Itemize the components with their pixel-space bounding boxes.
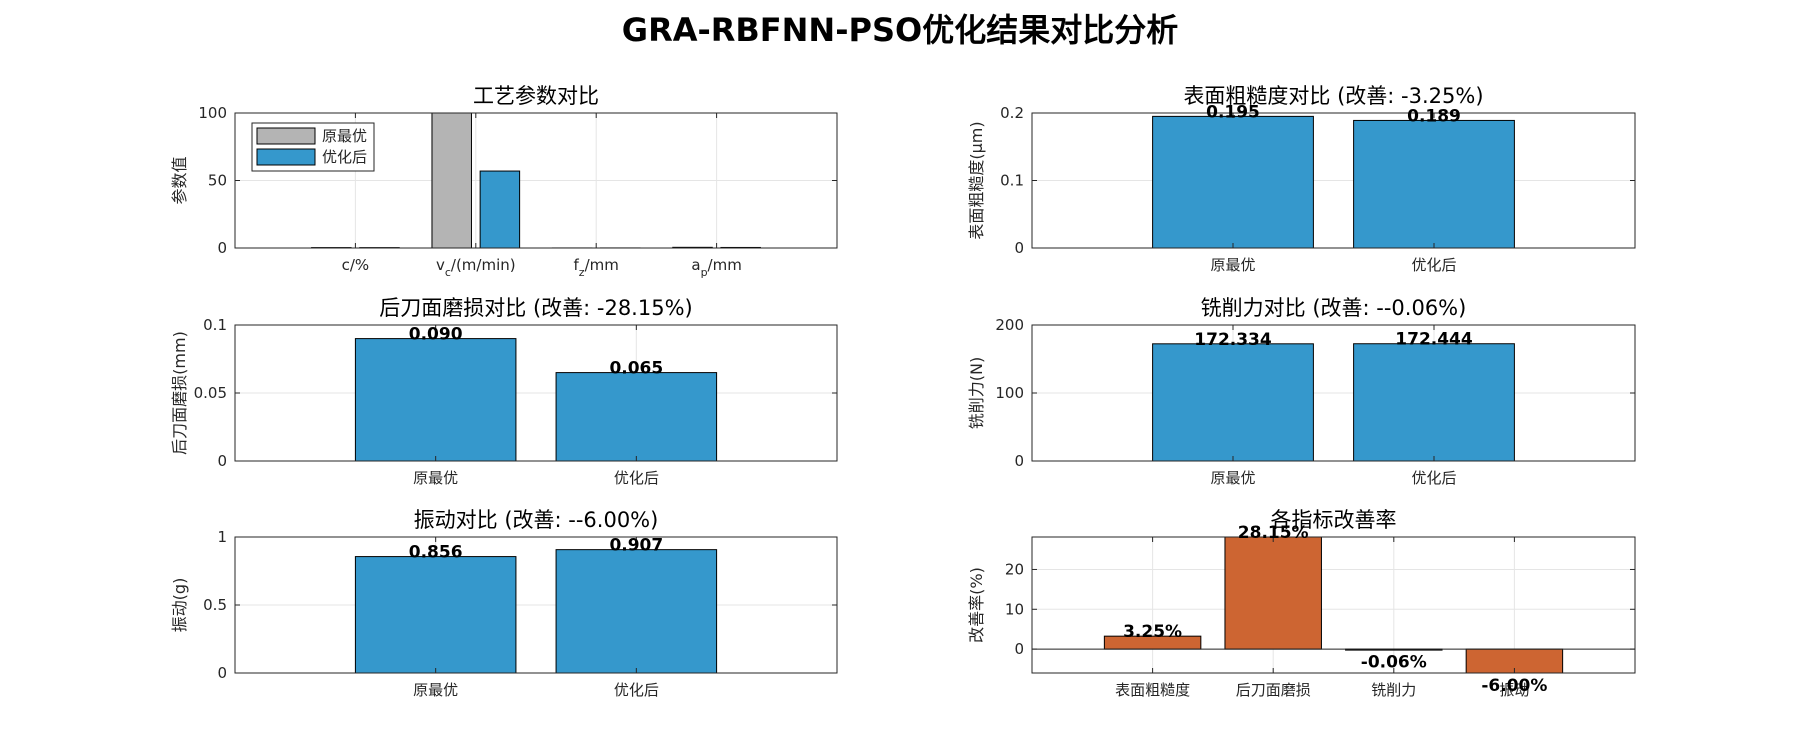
x-tick-label: ap/mm — [691, 256, 741, 279]
x-tick-label: fz/mm — [574, 256, 619, 279]
y-tick-label: 0.1 — [203, 316, 227, 334]
legend-entry: 优化后 — [322, 148, 367, 166]
x-tick-label: 铣削力 — [1371, 681, 1416, 699]
chart-force: 0 100 200 原最优 优化后 172.334 172.444 铣削力对比 (改善: --… — [967, 296, 1636, 487]
bar-0 — [1152, 343, 1314, 461]
x-tick-label: 原最优 — [1210, 256, 1255, 274]
bar-1 — [1224, 537, 1322, 650]
y-tick-label: 0 — [217, 452, 227, 470]
bar-0 — [1152, 115, 1314, 248]
legend-swatch — [256, 127, 316, 145]
x-tick-label: 优化后 — [1411, 469, 1456, 487]
y-tick-label: 0 — [1014, 239, 1024, 257]
bar-0 — [354, 338, 517, 461]
y-axis-label: 振动(g) — [170, 578, 189, 633]
data-label: -0.06% — [1361, 652, 1427, 672]
x-tick-label: 后刀面磨损 — [1236, 681, 1311, 699]
legend-entry: 原最优 — [322, 127, 367, 145]
bars — [354, 549, 718, 673]
data-label: 0.065 — [609, 359, 663, 379]
x-tick-label: 表面粗糙度 — [1115, 681, 1190, 699]
y-tick-label: 100 — [995, 384, 1024, 402]
chart-improvement: 0 10 20 表面粗糙度 后刀面磨损 铣削力 振动 3.25% 28.15% -0.06% -6.… — [967, 508, 1636, 699]
chart-vibration: 0 0.5 1 原最优 优化后 0.856 0.907 振动对比 (改善: --6.00%) 振… — [170, 508, 838, 699]
bar-1 — [1353, 119, 1515, 248]
y-axis-label: 参数值 — [170, 156, 189, 204]
data-label: 28.15% — [1238, 523, 1309, 543]
y-axis-label: 铣削力(N) — [967, 357, 986, 429]
bar-1 — [1353, 343, 1515, 461]
y-tick-label: 0 — [217, 239, 227, 257]
x-tick-label: vc/(m/min) — [436, 256, 516, 279]
data-label: 0.907 — [609, 536, 663, 556]
y-axis-label: 后刀面磨损(mm) — [170, 331, 189, 455]
y-tick-label: 0.1 — [1000, 172, 1024, 190]
data-label: 172.444 — [1395, 330, 1473, 350]
data-label: 0.189 — [1407, 106, 1461, 126]
bars — [1103, 537, 1564, 673]
y-tick-label: 200 — [995, 316, 1024, 334]
legend-swatch — [256, 148, 316, 166]
x-tick-label: 原最优 — [413, 469, 458, 487]
chart-title: 后刀面磨损对比 (改善: -28.15%) — [379, 296, 692, 320]
y-tick-label: 0 — [217, 664, 227, 682]
y-tick-label: 100 — [198, 104, 227, 122]
x-tick-label: 振动 — [1499, 681, 1529, 699]
x-tick-label: 原最优 — [413, 681, 458, 699]
x-tick-label: 优化后 — [614, 681, 659, 699]
bar-优化后-1 — [479, 170, 521, 248]
y-tick-label: 1 — [217, 528, 227, 546]
chart-title: 振动对比 (改善: --6.00%) — [414, 508, 659, 532]
chart-title: 表面粗糙度对比 (改善: -3.25%) — [1183, 84, 1483, 108]
y-tick-label: 20 — [1005, 560, 1024, 578]
y-tick-label: 0 — [1014, 640, 1024, 658]
bars — [354, 338, 718, 461]
y-axis-label: 改善率(%) — [967, 567, 986, 643]
data-label: 0.090 — [409, 325, 463, 345]
y-tick-label: 50 — [208, 172, 227, 190]
bar-0 — [354, 556, 517, 673]
bars — [1152, 343, 1515, 461]
axes-frame — [1031, 536, 1636, 674]
x-tick-label: 优化后 — [614, 469, 659, 487]
y-tick-label: 0.2 — [1000, 104, 1024, 122]
data-label: 172.334 — [1194, 330, 1272, 350]
y-tick-label: 0.05 — [194, 384, 227, 402]
y-tick-label: 0.5 — [203, 596, 227, 614]
bars — [1152, 115, 1515, 248]
bar-原最优-1 — [431, 113, 472, 248]
bar-1 — [555, 372, 718, 461]
chart-title: 各指标改善率 — [1271, 508, 1397, 532]
data-label: 0.856 — [409, 543, 463, 563]
x-tick-label: 原最优 — [1210, 469, 1255, 487]
data-label: 3.25% — [1123, 622, 1182, 642]
x-tick-label: c/% — [342, 256, 370, 274]
chart-title: 工艺参数对比 — [473, 84, 599, 108]
data-label: 0.195 — [1206, 102, 1260, 122]
chart-wear: 0 0.05 0.1 原最优 优化后 0.090 0.065 后刀面磨损对比 (改善: -28… — [170, 296, 838, 487]
y-axis-label: 表面粗糙度(μm) — [967, 121, 986, 239]
bar-1 — [555, 549, 718, 673]
chart-title: 铣削力对比 (改善: --0.06%) — [1201, 296, 1467, 320]
data-label: -6.00% — [1481, 676, 1547, 696]
figure-title: GRA-RBFNN-PSO优化结果对比分析 — [621, 11, 1179, 49]
x-tick-label: 优化后 — [1411, 256, 1456, 274]
y-tick-label: 10 — [1005, 600, 1024, 618]
y-tick-label: 0 — [1014, 452, 1024, 470]
